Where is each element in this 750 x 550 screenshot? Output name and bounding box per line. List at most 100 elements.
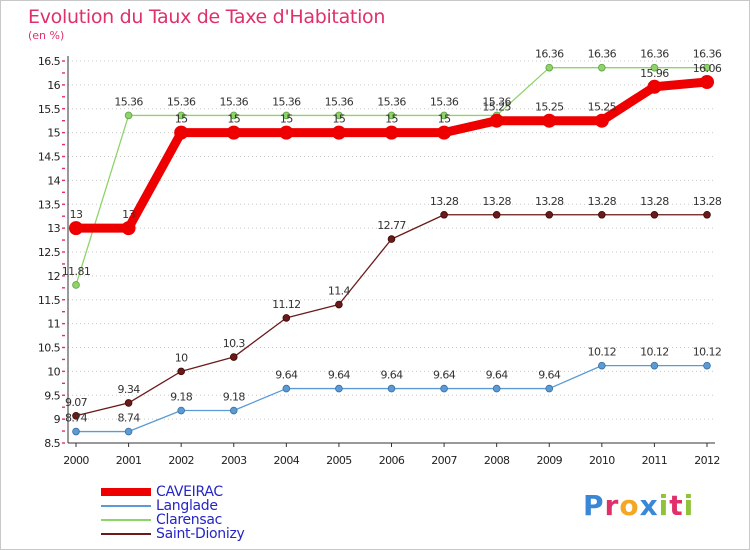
- point-clarensac: [177, 111, 185, 120]
- y-tick-label: 16.5: [38, 55, 61, 68]
- data-label: 9.64: [486, 369, 509, 382]
- x-tick-label: 2003: [221, 454, 247, 467]
- legend-item-clarensac: Clarensac: [101, 513, 321, 527]
- y-tick-label: 8.5: [44, 437, 60, 450]
- data-label: 15.96: [640, 67, 669, 80]
- y-tick-label: 9: [54, 413, 61, 426]
- point-langlade: [177, 406, 185, 415]
- data-label: 13.28: [640, 195, 669, 208]
- point-caveirac: [700, 75, 714, 90]
- data-label: 16.06: [693, 62, 722, 75]
- y-tick-label: 11.5: [38, 294, 61, 307]
- data-label: 15: [385, 113, 398, 126]
- data-label: 9.64: [538, 369, 561, 382]
- chart-title: Evolution du Taux de Taxe d'Habitation: [28, 6, 386, 28]
- y-tick-label: 10.5: [38, 342, 61, 355]
- data-label: 15.25: [535, 101, 564, 114]
- data-label: 13.28: [693, 195, 722, 208]
- legend: CAVEIRAC Langlade Clarensac Saint-Dioniz…: [101, 485, 321, 541]
- data-label: 13.28: [535, 195, 564, 208]
- data-label: 13: [122, 208, 135, 221]
- legend-swatch: [101, 519, 151, 521]
- point-langlade: [229, 406, 238, 415]
- x-tick-label: 2007: [431, 454, 457, 467]
- chart-unit-label: (en %): [28, 29, 65, 42]
- logo-letter: i: [683, 489, 695, 522]
- y-tick-label: 15.5: [38, 103, 61, 116]
- data-label: 10.12: [588, 346, 617, 359]
- y-tick-label: 14.5: [38, 151, 61, 164]
- point-saint-dionizy: [335, 300, 343, 309]
- data-label: 8.74: [118, 412, 141, 425]
- data-label: 9.64: [328, 369, 351, 382]
- proxiti-logo: Proxiti: [583, 489, 694, 522]
- point-langlade: [440, 384, 448, 393]
- point-saint-dionizy: [72, 411, 80, 420]
- data-label: 10.12: [640, 346, 669, 359]
- y-tick-label: 9.5: [44, 389, 60, 402]
- data-label: 15.25: [588, 101, 617, 114]
- y-tick-label: 12: [47, 270, 60, 283]
- data-label: 10.12: [693, 346, 722, 359]
- point-caveirac: [542, 113, 557, 128]
- point-caveirac: [647, 79, 662, 94]
- data-label: 16.36: [693, 48, 722, 61]
- point-saint-dionizy: [229, 353, 238, 361]
- point-langlade: [703, 361, 711, 370]
- data-label: 15.36: [482, 95, 511, 108]
- point-clarensac: [229, 111, 238, 120]
- point-caveirac: [174, 125, 189, 140]
- logo-letter: P: [583, 489, 605, 522]
- x-tick-label: 2001: [116, 454, 142, 467]
- data-label: 9.18: [170, 391, 193, 404]
- point-saint-dionizy: [124, 399, 133, 407]
- point-clarensac: [545, 63, 554, 72]
- legend-item-caveirac: CAVEIRAC: [101, 485, 321, 499]
- data-label: 15: [227, 113, 240, 126]
- point-clarensac: [387, 111, 396, 120]
- point-saint-dionizy: [703, 210, 711, 219]
- y-tick-label: 10: [47, 365, 60, 378]
- data-label: 15.36: [325, 95, 354, 108]
- data-label: 8.74: [65, 412, 88, 425]
- data-label: 9.64: [380, 369, 403, 382]
- x-tick-label: 2002: [168, 454, 194, 467]
- point-caveirac: [226, 125, 241, 140]
- y-tick-label: 11: [47, 318, 60, 331]
- data-label: 15: [175, 113, 188, 126]
- point-langlade: [598, 361, 606, 370]
- data-label: 9.64: [275, 369, 298, 382]
- data-label: 12.77: [377, 219, 406, 232]
- legend-label: Clarensac: [156, 512, 223, 528]
- data-label: 16.36: [640, 48, 669, 61]
- data-label: 13.28: [482, 195, 511, 208]
- legend-label: CAVEIRAC: [156, 484, 223, 500]
- y-tick-label: 13.5: [38, 198, 61, 211]
- data-label: 9.64: [433, 369, 456, 382]
- series-layer: [69, 63, 714, 436]
- point-saint-dionizy: [598, 210, 606, 219]
- point-caveirac: [437, 125, 452, 140]
- x-tick-label: 2011: [642, 454, 668, 467]
- data-label: 10.3: [223, 337, 246, 350]
- x-tick-label: 2009: [536, 454, 562, 467]
- x-tick-label: 2000: [63, 454, 89, 467]
- point-clarensac: [72, 281, 80, 289]
- legend-swatch: [101, 488, 151, 496]
- point-saint-dionizy: [440, 210, 448, 219]
- point-clarensac: [124, 111, 133, 120]
- x-tick-label: 2005: [326, 454, 352, 467]
- point-clarensac: [703, 63, 711, 72]
- point-clarensac: [282, 111, 291, 120]
- data-label: 15.25: [482, 101, 511, 114]
- y-tick-label: 16: [47, 79, 60, 92]
- point-langlade: [387, 384, 396, 393]
- point-clarensac: [440, 111, 448, 120]
- point-saint-dionizy: [177, 367, 185, 376]
- data-label: 16.36: [535, 48, 564, 61]
- data-label: 15.36: [220, 95, 249, 108]
- legend-swatch: [101, 505, 151, 507]
- x-tick-label: 2004: [274, 454, 300, 467]
- legend-item-langlade: Langlade: [101, 499, 321, 513]
